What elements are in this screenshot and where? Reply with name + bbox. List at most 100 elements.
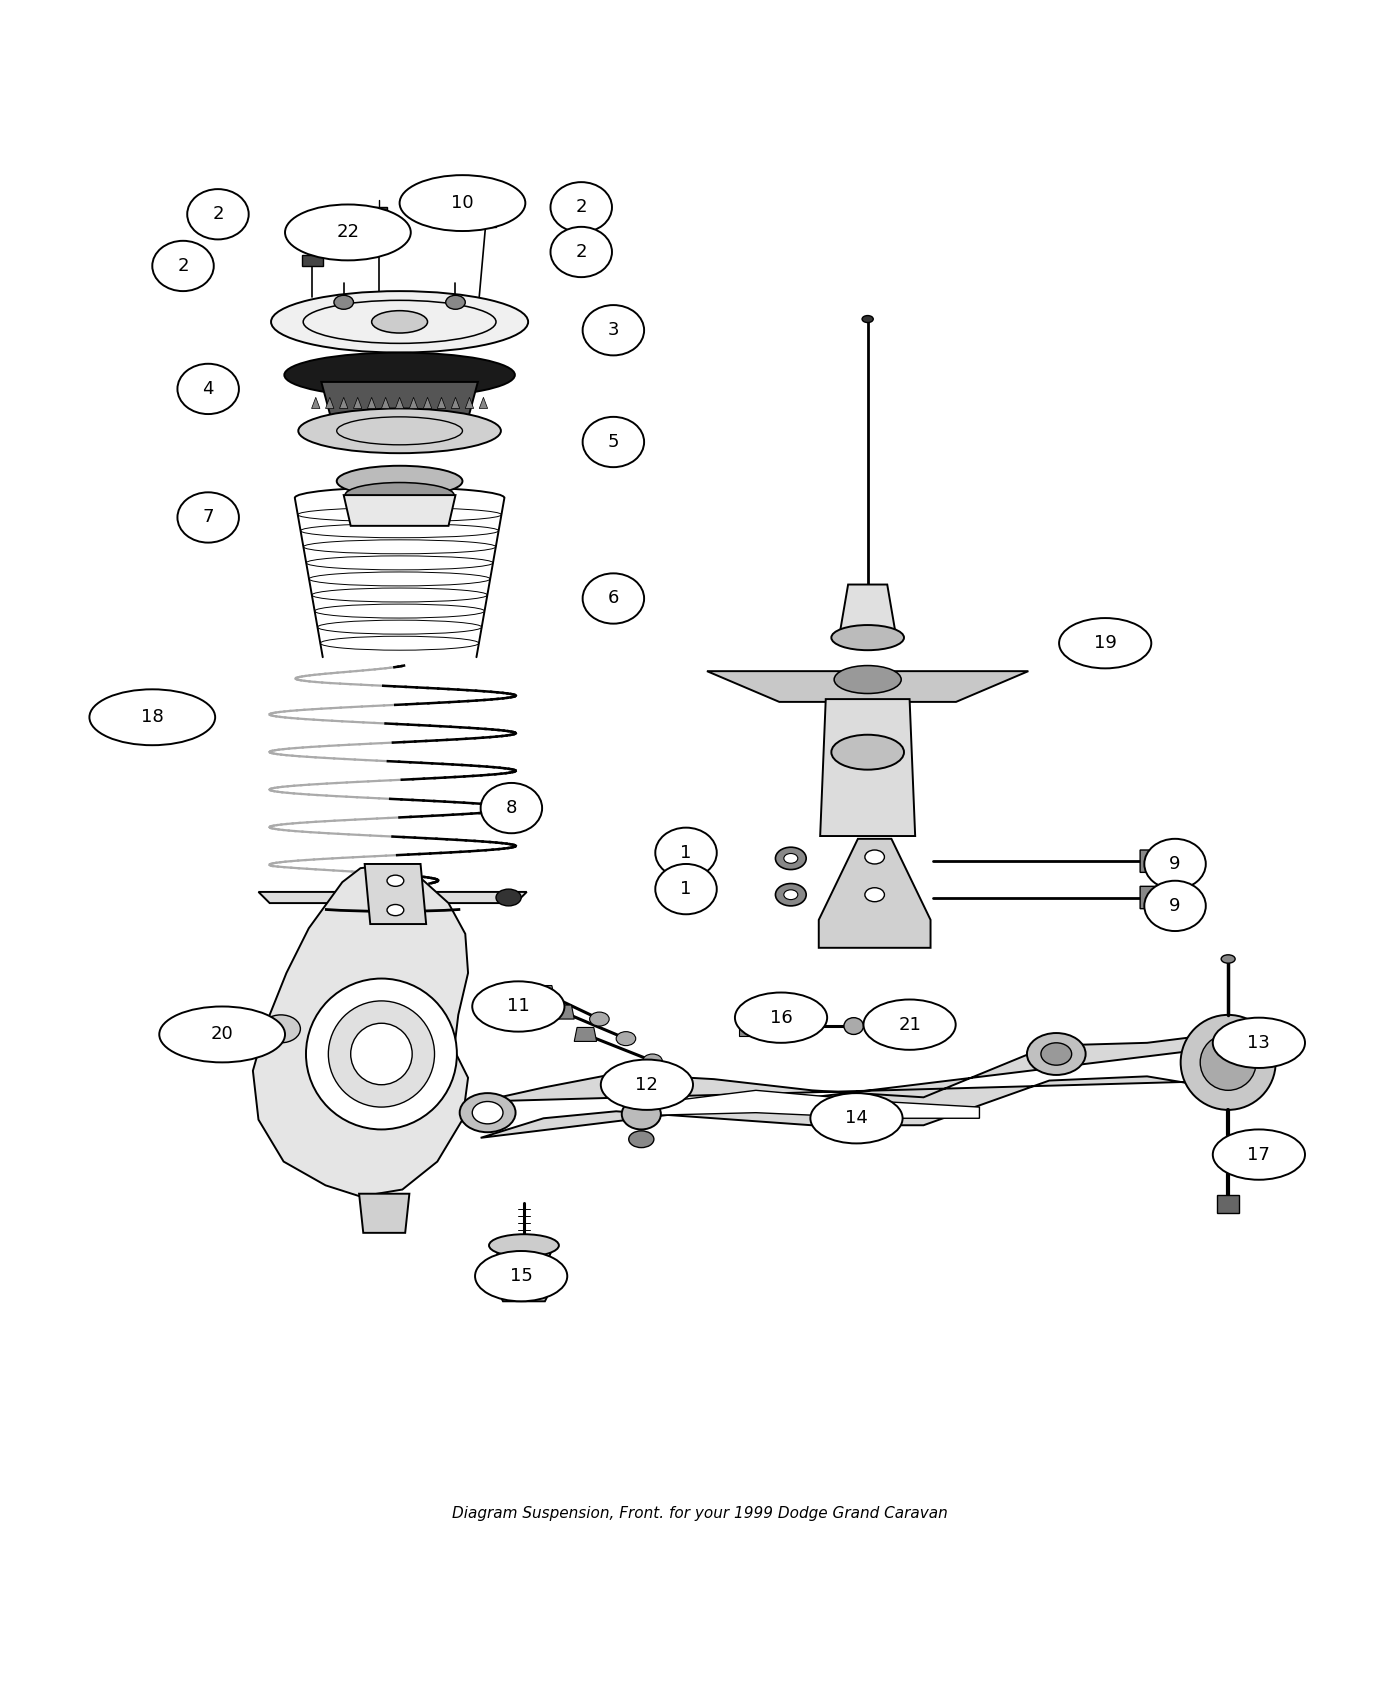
- Ellipse shape: [811, 1093, 903, 1144]
- Ellipse shape: [784, 889, 798, 899]
- Text: 2: 2: [178, 257, 189, 275]
- Ellipse shape: [153, 241, 214, 291]
- Polygon shape: [840, 585, 896, 634]
- Polygon shape: [532, 986, 554, 1000]
- Ellipse shape: [178, 493, 239, 542]
- Ellipse shape: [475, 1251, 567, 1300]
- Ellipse shape: [864, 1000, 956, 1051]
- Text: 7: 7: [203, 508, 214, 527]
- Text: 11: 11: [507, 998, 529, 1015]
- Ellipse shape: [1144, 881, 1205, 932]
- Text: 9: 9: [1169, 898, 1180, 915]
- Polygon shape: [552, 1005, 574, 1018]
- Polygon shape: [395, 398, 403, 408]
- Text: Diagram Suspension, Front. for your 1999 Dodge Grand Caravan: Diagram Suspension, Front. for your 1999…: [452, 1506, 948, 1522]
- Polygon shape: [644, 1090, 980, 1119]
- Ellipse shape: [582, 304, 644, 355]
- Ellipse shape: [337, 466, 462, 496]
- Ellipse shape: [776, 884, 806, 906]
- Polygon shape: [353, 398, 361, 408]
- Ellipse shape: [371, 311, 427, 333]
- Text: 10: 10: [451, 194, 473, 212]
- Polygon shape: [819, 838, 931, 949]
- Ellipse shape: [178, 364, 239, 415]
- Polygon shape: [326, 398, 335, 408]
- Ellipse shape: [386, 876, 403, 886]
- Text: 6: 6: [608, 590, 619, 607]
- Ellipse shape: [643, 1054, 662, 1068]
- Text: 5: 5: [608, 434, 619, 450]
- Polygon shape: [465, 398, 473, 408]
- Ellipse shape: [655, 828, 717, 877]
- Ellipse shape: [1042, 1042, 1071, 1066]
- Polygon shape: [480, 1034, 1235, 1137]
- Ellipse shape: [284, 352, 515, 398]
- Ellipse shape: [844, 1018, 864, 1034]
- Ellipse shape: [1212, 1018, 1305, 1068]
- Polygon shape: [370, 207, 386, 221]
- Polygon shape: [253, 864, 468, 1197]
- Polygon shape: [409, 398, 417, 408]
- Text: 18: 18: [141, 709, 164, 726]
- Ellipse shape: [655, 864, 717, 915]
- Ellipse shape: [386, 904, 403, 916]
- Ellipse shape: [188, 189, 249, 240]
- Ellipse shape: [472, 981, 564, 1032]
- Polygon shape: [1217, 1195, 1239, 1214]
- Text: 8: 8: [505, 799, 517, 818]
- Polygon shape: [364, 864, 426, 925]
- Polygon shape: [479, 398, 487, 408]
- Polygon shape: [358, 1193, 409, 1232]
- Polygon shape: [476, 212, 496, 226]
- Text: 12: 12: [636, 1076, 658, 1093]
- Ellipse shape: [1212, 1129, 1305, 1180]
- Circle shape: [1180, 1015, 1275, 1110]
- Polygon shape: [1154, 887, 1165, 908]
- Text: 17: 17: [1247, 1146, 1270, 1163]
- Ellipse shape: [832, 626, 904, 649]
- Ellipse shape: [489, 1234, 559, 1256]
- Polygon shape: [820, 699, 916, 836]
- Ellipse shape: [346, 483, 454, 508]
- Circle shape: [307, 979, 456, 1129]
- Text: 19: 19: [1093, 634, 1117, 653]
- Ellipse shape: [862, 316, 874, 323]
- Ellipse shape: [550, 226, 612, 277]
- Ellipse shape: [834, 666, 902, 694]
- Ellipse shape: [865, 850, 885, 864]
- Ellipse shape: [582, 416, 644, 468]
- Ellipse shape: [160, 1006, 286, 1062]
- Ellipse shape: [480, 784, 542, 833]
- Ellipse shape: [550, 182, 612, 233]
- Ellipse shape: [472, 1102, 503, 1124]
- Polygon shape: [423, 398, 431, 408]
- Ellipse shape: [865, 887, 885, 901]
- Polygon shape: [496, 1270, 552, 1301]
- Polygon shape: [340, 398, 347, 408]
- Text: 1: 1: [680, 881, 692, 898]
- Ellipse shape: [1028, 1034, 1085, 1074]
- Ellipse shape: [1058, 619, 1151, 668]
- Polygon shape: [302, 255, 323, 265]
- Ellipse shape: [90, 688, 216, 745]
- Polygon shape: [739, 1015, 750, 1035]
- Polygon shape: [312, 398, 321, 408]
- Text: 22: 22: [336, 223, 360, 241]
- Ellipse shape: [272, 291, 528, 352]
- Ellipse shape: [298, 408, 501, 454]
- Ellipse shape: [1221, 955, 1235, 964]
- Text: 16: 16: [770, 1008, 792, 1027]
- Polygon shape: [437, 398, 445, 408]
- Ellipse shape: [335, 296, 353, 309]
- Text: 2: 2: [575, 243, 587, 262]
- Text: 4: 4: [203, 379, 214, 398]
- Ellipse shape: [601, 1059, 693, 1110]
- Ellipse shape: [286, 204, 410, 260]
- Polygon shape: [451, 398, 459, 408]
- Text: 21: 21: [899, 1015, 921, 1034]
- Ellipse shape: [735, 993, 827, 1042]
- Ellipse shape: [616, 1032, 636, 1045]
- Ellipse shape: [399, 175, 525, 231]
- Polygon shape: [344, 495, 455, 525]
- Polygon shape: [322, 382, 477, 423]
